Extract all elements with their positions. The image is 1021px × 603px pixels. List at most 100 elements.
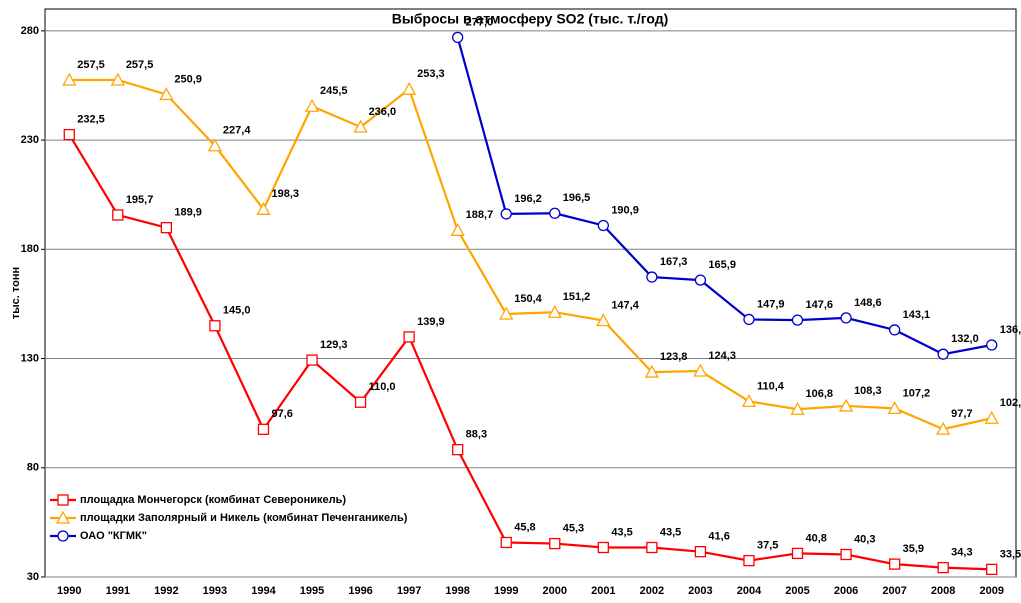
- data-label: 165,9: [708, 259, 736, 271]
- data-point: [110, 72, 125, 86]
- legend-marker: [55, 510, 71, 524]
- data-label: 245,5: [320, 85, 348, 97]
- x-tick-label: 1996: [348, 585, 372, 597]
- series-line: [68, 134, 992, 571]
- data-point: [840, 312, 852, 324]
- data-label: 35,9: [903, 543, 924, 555]
- data-point: [741, 393, 757, 408]
- data-point: [694, 546, 707, 558]
- data-label: 41,6: [708, 531, 729, 543]
- data-point: [888, 324, 901, 336]
- data-label: 198,3: [271, 188, 299, 200]
- y-tick-label: 80: [27, 462, 39, 474]
- data-point: [791, 547, 804, 560]
- data-point: [549, 207, 561, 219]
- data-label: 34,3: [951, 547, 972, 559]
- data-label: 33,5: [1000, 548, 1021, 560]
- data-point: [452, 31, 464, 44]
- data-label: 147,6: [806, 299, 834, 311]
- data-point: [547, 304, 562, 318]
- data-point: [937, 561, 949, 574]
- data-label: 195,7: [126, 194, 154, 206]
- data-label: 110,0: [369, 381, 396, 393]
- x-tick-label: 2008: [931, 585, 955, 597]
- data-label: 40,3: [854, 533, 875, 545]
- x-tick-label: 1997: [397, 585, 421, 597]
- data-label: 188,7: [466, 209, 494, 221]
- data-label: 236,0: [369, 106, 397, 118]
- data-point: [500, 208, 512, 220]
- data-point: [597, 541, 609, 554]
- data-label: 151,2: [563, 291, 591, 303]
- data-point: [840, 548, 852, 561]
- data-label: 97,7: [951, 408, 972, 420]
- x-tick-label: 1992: [154, 585, 178, 597]
- data-label: 136,2: [1000, 324, 1021, 336]
- data-point: [743, 554, 755, 567]
- data-point: [450, 222, 465, 236]
- data-label: 106,8: [806, 388, 834, 400]
- data-label: 148,6: [854, 297, 882, 309]
- data-point: [596, 313, 611, 327]
- data-point: [353, 119, 368, 133]
- data-point: [63, 128, 75, 141]
- y-tick-label: 180: [21, 243, 39, 255]
- data-point: [937, 348, 949, 360]
- data-label: 43,5: [660, 526, 681, 538]
- data-point: [62, 72, 77, 86]
- y-tick-label: 230: [21, 134, 39, 146]
- data-label: 124,3: [708, 350, 736, 362]
- data-label: 97,6: [271, 408, 292, 420]
- x-tick-label: 2009: [979, 585, 1003, 597]
- data-point: [936, 421, 951, 435]
- legend-box: [47, 489, 477, 547]
- data-label: 167,3: [660, 256, 688, 268]
- x-tick-label: 2004: [737, 585, 762, 597]
- x-tick-label: 2000: [543, 585, 567, 597]
- data-label: 43,5: [611, 526, 632, 538]
- data-label: 190,9: [611, 204, 639, 216]
- x-tick-label: 1995: [300, 585, 324, 597]
- data-point: [790, 401, 805, 415]
- data-point: [209, 320, 221, 332]
- x-tick-label: 2001: [591, 585, 615, 597]
- data-label: 45,3: [563, 522, 584, 534]
- legend-marker: [57, 494, 69, 506]
- legend: площадка Мончегорск (комбинат Северонике…: [47, 489, 477, 547]
- x-tick-label: 1991: [106, 585, 130, 597]
- data-point: [986, 339, 998, 351]
- data-label: 196,2: [514, 193, 542, 205]
- x-tick-label: 2003: [688, 585, 712, 597]
- legend-marker: [57, 530, 69, 542]
- data-label: 189,9: [174, 207, 202, 219]
- data-point: [694, 274, 707, 286]
- data-point: [306, 354, 318, 366]
- data-label: 253,3: [417, 68, 445, 80]
- data-label: 150,4: [514, 293, 542, 305]
- x-tick-label: 1994: [251, 585, 276, 597]
- data-point: [646, 541, 658, 554]
- data-point: [743, 313, 755, 326]
- y-tick-label: 30: [27, 571, 39, 583]
- data-point: [549, 537, 561, 550]
- data-point: [402, 81, 417, 95]
- x-tick-label: 1999: [494, 585, 518, 597]
- plot-area: [44, 8, 1017, 578]
- legend-label: площадки Заполярный и Никель (комбинат П…: [80, 512, 408, 524]
- legend-label: ОАО "КГМК": [80, 530, 147, 542]
- data-label: 277,0: [466, 16, 494, 28]
- data-label: 45,8: [514, 521, 535, 533]
- data-point: [984, 410, 999, 424]
- data-label: 132,0: [951, 333, 979, 345]
- x-tick-label: 1990: [57, 585, 81, 597]
- data-label: 129,3: [320, 339, 348, 351]
- data-point: [791, 314, 804, 326]
- data-label: 123,8: [660, 351, 688, 363]
- data-point: [304, 98, 320, 112]
- x-tick-label: 2007: [882, 585, 906, 597]
- data-label: 227,4: [223, 125, 251, 137]
- data-point: [159, 87, 174, 101]
- data-label: 37,5: [757, 540, 778, 552]
- x-tick-label: 2002: [640, 585, 664, 597]
- data-label: 139,9: [417, 316, 445, 328]
